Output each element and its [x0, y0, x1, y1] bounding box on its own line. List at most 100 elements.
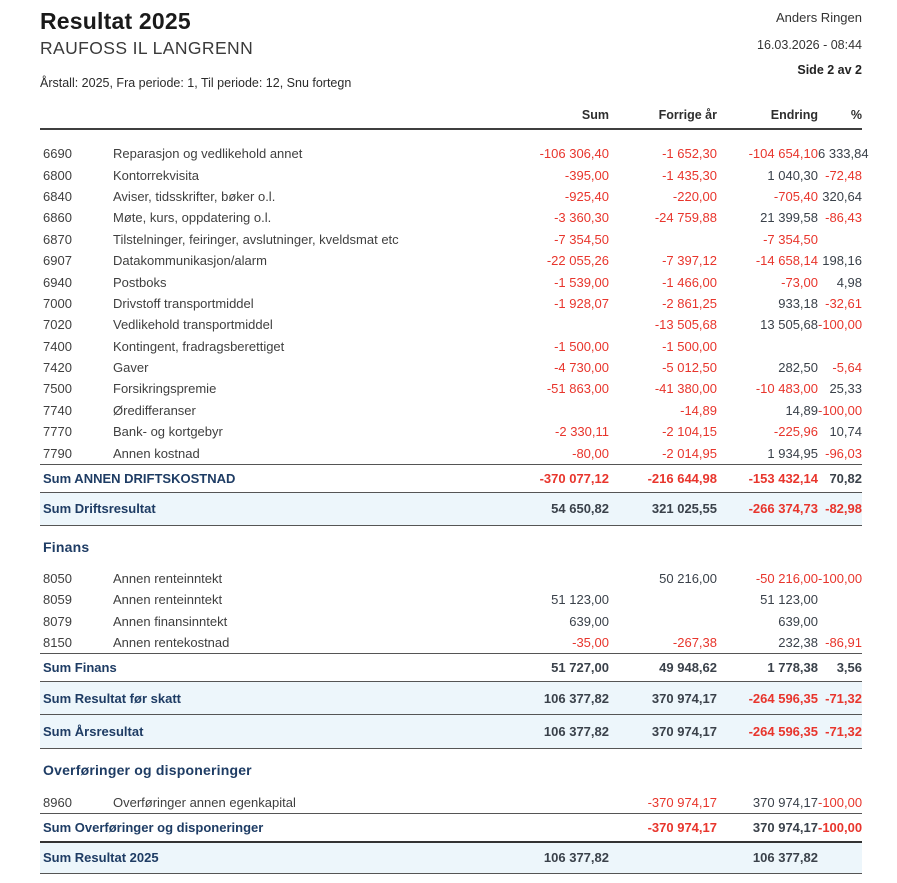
- value-cell: 320,64: [822, 188, 862, 204]
- table-row: 6860 Møte, kurs, oppdatering o.l. -3 360,3…: [40, 207, 862, 228]
- value-cell: -10 483,00: [755, 381, 818, 397]
- value-cell: -2 861,25: [662, 295, 717, 311]
- value-cell: 106 377,82: [752, 850, 818, 866]
- account-number: 7400: [43, 338, 72, 354]
- value-cell: -1 652,30: [662, 146, 717, 162]
- account-label: Møte, kurs, oppdatering o.l.: [113, 210, 272, 226]
- account-number: 6907: [43, 253, 72, 269]
- table-row: 7790 Annen kostnad -80,00 -2 014,95 1 934,95…: [40, 442, 862, 463]
- report-header-left: Resultat 2025 RAUFOSS IL LANGRENN Årstal…: [40, 8, 351, 90]
- value-cell: -705,40: [773, 188, 818, 204]
- account-number: 8059: [43, 592, 72, 608]
- value-cell: 3,56: [836, 660, 862, 676]
- table-row: 6840 Aviser, tidsskrifter, bøker o.l. -925…: [40, 186, 862, 207]
- account-label: Kontorrekvisita: [113, 167, 199, 183]
- print-datetime: 16.03.2026 - 08:44: [757, 38, 862, 52]
- page-title: Resultat 2025: [40, 8, 191, 34]
- value-cell: -3 360,30: [554, 210, 609, 226]
- account-label: Annen finansinntekt: [113, 613, 228, 629]
- value-cell: -153 432,14: [748, 470, 818, 486]
- value-cell: -5 012,50: [662, 360, 717, 376]
- value-cell: -267,38: [672, 635, 717, 651]
- value-cell: 639,00: [569, 613, 609, 629]
- section-header: Finans: [40, 534, 862, 560]
- account-number: 7420: [43, 360, 72, 376]
- value-cell: -50 216,00: [755, 571, 818, 587]
- table-row: 8960 Overføringer annen egenkapital -370 9…: [40, 791, 862, 812]
- value-cell: -266 374,73: [748, 501, 818, 517]
- value-cell: -1 466,00: [662, 274, 717, 290]
- table-row: 7420 Gaver -4 730,00 -5 012,50 282,50 -5,64: [40, 357, 862, 378]
- organization-name: RAUFOSS IL LANGRENN: [40, 38, 254, 58]
- account-number: 6870: [43, 231, 72, 247]
- report-page: Resultat 2025 RAUFOSS IL LANGRENN Årstal…: [40, 0, 869, 874]
- report-rows: 6690 Reparasjon og vedlikehold annet -106 …: [40, 143, 869, 874]
- value-cell: -41 380,00: [654, 381, 717, 397]
- value-cell: -86,43: [825, 210, 862, 226]
- value-cell: 70,82: [829, 470, 862, 486]
- sum-row: Sum Overføringer og disponeringer -370 97…: [40, 812, 863, 841]
- value-cell: 933,18: [778, 295, 818, 311]
- value-cell: -104 654,10: [748, 146, 818, 162]
- account-label: Annen renteinntekt: [113, 592, 223, 608]
- account-label: Overføringer annen egenkapital: [113, 794, 296, 810]
- value-cell: -264 596,35: [748, 690, 818, 706]
- sum-row: Sum Årsresultat 106 377,82 370 974,17 -264 …: [40, 715, 862, 750]
- sum-row: Sum ANNEN DRIFTSKOSTNAD -370 077,12 -216 6…: [40, 463, 862, 492]
- value-cell: 14,89: [785, 402, 818, 418]
- table-row: 7000 Drivstoff transportmiddel -1 928,07 -2…: [40, 293, 862, 314]
- value-cell: -32,61: [825, 295, 862, 311]
- value-cell: 51 727,00: [551, 660, 609, 676]
- account-number: 7000: [43, 295, 72, 311]
- column-header-percent: %: [850, 108, 862, 122]
- value-cell: 51 123,00: [551, 592, 609, 608]
- section-header: Overføringer og disponeringer: [40, 757, 862, 783]
- sum-label: Sum ANNEN DRIFTSKOSTNAD: [43, 470, 236, 486]
- value-cell: 370 974,17: [651, 724, 717, 740]
- value-cell: 198,16: [822, 253, 862, 269]
- value-cell: -7 397,12: [662, 253, 717, 269]
- value-cell: -4 730,00: [554, 360, 609, 376]
- table-row: 7500 Forsikringspremie -51 863,00 -41 380,0…: [40, 378, 862, 399]
- account-number: 8050: [43, 571, 72, 587]
- account-label: Kontingent, fradragsberettiget: [113, 338, 285, 354]
- table-row: 8079 Annen finansinntekt 639,00 639,00: [40, 611, 862, 632]
- column-header-endring: Endring: [770, 108, 818, 122]
- table-row: 6870 Tilstelninger, feiringer, avslutning…: [40, 229, 862, 250]
- value-cell: -1 928,07: [554, 295, 609, 311]
- table-row: 6940 Postboks -1 539,00 -1 466,00 -73,00 4,98: [40, 271, 862, 292]
- account-number: 8150: [43, 635, 72, 651]
- value-cell: 106 377,82: [543, 724, 609, 740]
- value-cell: -22 055,26: [546, 253, 609, 269]
- value-cell: 1 040,30: [767, 167, 818, 183]
- value-cell: -100,00: [818, 317, 863, 333]
- account-number: 7790: [43, 445, 72, 461]
- value-cell: -73,00: [781, 274, 818, 290]
- account-number: 6800: [43, 167, 72, 183]
- value-cell: 4,98: [836, 274, 862, 290]
- value-cell: 1 934,95: [767, 445, 818, 461]
- account-label: Tilstelninger, feiringer, avslutninger, …: [113, 231, 399, 247]
- value-cell: -100,00: [818, 819, 863, 835]
- table-row: 6690 Reparasjon og vedlikehold annet -106 …: [40, 143, 869, 164]
- account-label: Postboks: [113, 274, 167, 290]
- value-cell: 370 974,17: [752, 794, 818, 810]
- account-label: Annen kostnad: [113, 445, 200, 461]
- table-row: 6800 Kontorrekvisita -395,00 -1 435,30 1 040…: [40, 164, 862, 185]
- sum-label: Sum Resultat 2025: [43, 850, 159, 866]
- value-cell: -370 077,12: [539, 470, 609, 486]
- value-cell: 10,74: [829, 424, 862, 440]
- sum-label: Sum Resultat før skatt: [43, 690, 181, 706]
- value-cell: -5,64: [832, 360, 862, 376]
- table-row: 7770 Bank- og kortgebyr -2 330,11 -2 104,15…: [40, 421, 862, 442]
- sum-row: Sum Resultat 2025 106 377,82 106 377,82: [40, 840, 862, 874]
- value-cell: 106 377,82: [543, 690, 609, 706]
- table-row: 7740 Øredifferanser -14,89 14,89 -100,00: [40, 400, 862, 421]
- value-cell: -100,00: [818, 794, 863, 810]
- sum-label: Sum Finans: [43, 660, 117, 676]
- value-cell: 321 025,55: [651, 501, 717, 517]
- value-cell: -220,00: [672, 188, 717, 204]
- table-row: 7020 Vedlikehold transportmiddel -13 505,6…: [40, 314, 862, 335]
- account-number: 6860: [43, 210, 72, 226]
- value-cell: -2 330,11: [555, 424, 609, 440]
